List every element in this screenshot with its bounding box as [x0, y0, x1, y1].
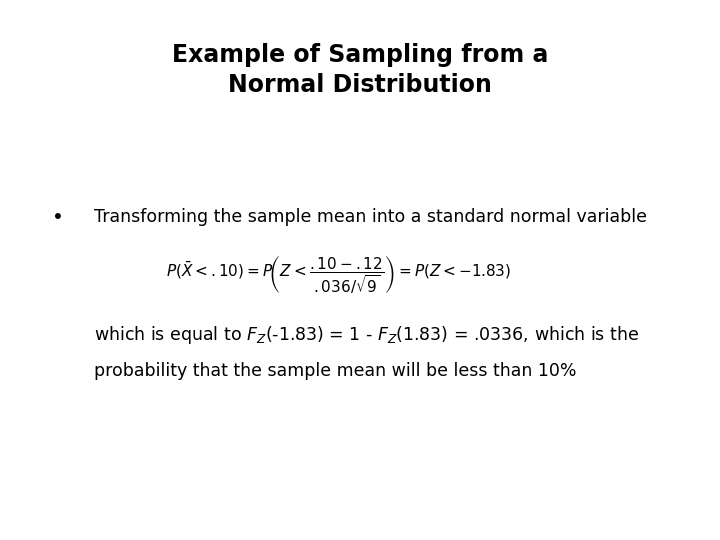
Text: Example of Sampling from a
Normal Distribution: Example of Sampling from a Normal Distri…: [172, 43, 548, 97]
Text: probability that the sample mean will be less than 10%: probability that the sample mean will be…: [94, 362, 576, 380]
Text: •: •: [52, 208, 63, 227]
Text: which is equal to $F_Z$(-1.83) = 1 - $F_Z$(1.83) = .0336, which is the: which is equal to $F_Z$(-1.83) = 1 - $F_…: [94, 324, 639, 346]
Text: $P(\bar{X} < .10) = P\!\left(Z < \dfrac{.10-.12}{.036/\sqrt{9}}\right) = P(Z < -: $P(\bar{X} < .10) = P\!\left(Z < \dfrac{…: [166, 254, 511, 295]
Text: Transforming the sample mean into a standard normal variable: Transforming the sample mean into a stan…: [94, 208, 647, 226]
